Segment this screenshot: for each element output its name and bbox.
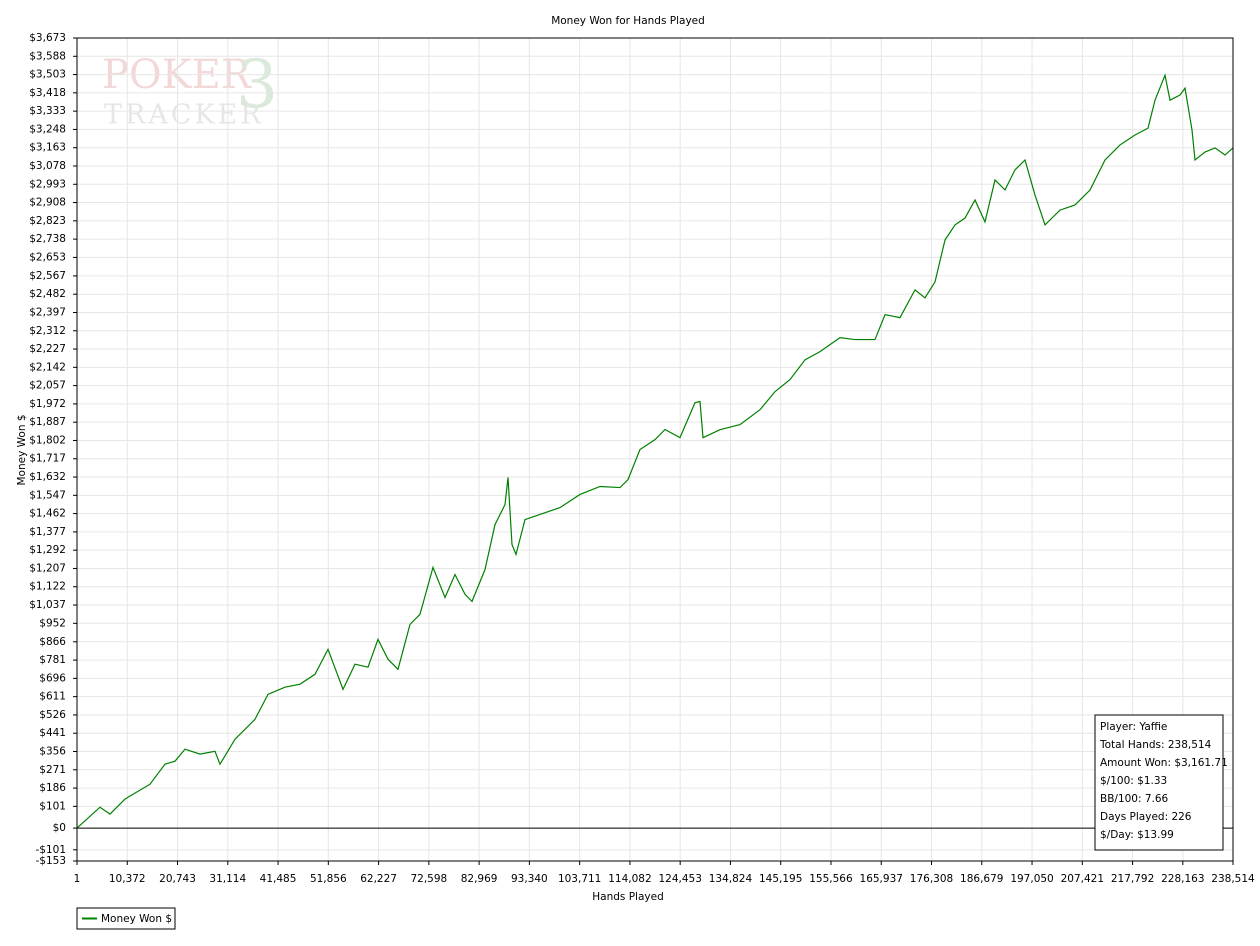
y-tick-label: $696	[39, 672, 66, 684]
info-line: $/100: $1.33	[1100, 775, 1167, 787]
y-tick-label: $2,397	[29, 306, 66, 318]
x-tick-label: 207,421	[1061, 873, 1104, 885]
x-tick-label: 114,082	[608, 873, 651, 885]
info-line: $/Day: $13.99	[1100, 829, 1174, 841]
x-tick-label: 93,340	[511, 873, 548, 885]
y-tick-label: $2,653	[29, 251, 66, 263]
y-tick-label: $441	[39, 727, 66, 739]
x-tick-label: 62,227	[360, 873, 397, 885]
y-tick-label: $2,823	[29, 215, 66, 227]
watermark-text: 3	[236, 46, 278, 123]
y-tick-label: $1,207	[29, 562, 66, 574]
x-tick-label: 228,163	[1161, 873, 1204, 885]
y-tick-label: $271	[39, 764, 66, 776]
x-tick-label: 10,372	[109, 873, 146, 885]
y-tick-label: $101	[39, 800, 66, 812]
plot-border	[76, 37, 1234, 862]
y-tick-label: $1,462	[29, 508, 66, 520]
y-axis-label: Money Won $	[16, 414, 28, 485]
y-tick-label: $3,163	[29, 142, 66, 154]
y-tick-label: -$101	[35, 844, 66, 856]
watermark-text: TRACKER	[104, 100, 264, 131]
y-tick-label: $781	[39, 654, 66, 666]
x-tick-label: 124,453	[658, 873, 701, 885]
x-tick-label: 31,114	[209, 873, 246, 885]
y-tick-label: $866	[39, 636, 66, 648]
x-tick-label: 41,485	[260, 873, 297, 885]
legend-label: Money Won $	[101, 913, 172, 925]
info-box: Player: Yaffie Total Hands: 238,514 Amount…	[1094, 714, 1228, 851]
y-tick-label: $2,908	[29, 197, 66, 209]
y-tick-label: $3,588	[29, 50, 66, 62]
x-tick-label: 82,969	[461, 873, 498, 885]
y-tick-label: $611	[39, 691, 66, 703]
x-tick-label: 238,514	[1211, 873, 1255, 885]
y-tick-label: $2,057	[29, 380, 66, 392]
y-tick-label: $3,673	[29, 32, 66, 44]
info-line: Days Played: 226	[1100, 811, 1192, 823]
info-line: BB/100: 7.66	[1100, 793, 1169, 805]
x-tick-label: 145,195	[759, 873, 802, 885]
x-tick-label: 165,937	[860, 873, 903, 885]
y-tick-label: $0	[53, 822, 66, 834]
y-tick-label: $3,503	[29, 69, 66, 81]
plot	[76, 73, 1234, 829]
info-line: Player: Yaffie	[1100, 721, 1167, 733]
x-tick-label: 72,598	[410, 873, 447, 885]
y-tick-label: $2,567	[29, 270, 66, 282]
grid	[76, 37, 1234, 862]
y-tick-label: $1,547	[29, 489, 66, 501]
y-tick-label: $2,738	[29, 233, 66, 245]
y-tick-label: $2,142	[29, 361, 66, 373]
x-tick-label: 176,308	[910, 873, 953, 885]
y-tick-label: $3,078	[29, 160, 66, 172]
x-tick-label: 1	[74, 873, 81, 885]
y-tick-label: $2,993	[29, 178, 66, 190]
y-tick-label: $1,717	[29, 453, 66, 465]
y-tick-label: $2,312	[29, 325, 66, 337]
y-tick-label: $1,632	[29, 471, 66, 483]
x-tick-label: 186,679	[960, 873, 1003, 885]
x-axis-label: Hands Played	[592, 891, 663, 903]
y-tick-label: $1,377	[29, 526, 66, 538]
y-tick-label: $2,227	[29, 343, 66, 355]
y-tick-label: $3,333	[29, 105, 66, 117]
x-tick-label: 197,050	[1010, 873, 1053, 885]
y-tick-label: $3,418	[29, 87, 66, 99]
x-tick-label: 155,566	[809, 873, 853, 885]
y-tick-label: $3,248	[29, 123, 66, 135]
y-tick-label: $1,887	[29, 416, 66, 428]
y-tick-label: $2,482	[29, 288, 66, 300]
y-tick-label: $1,122	[29, 581, 66, 593]
watermark: POKER TRACKER 3	[102, 46, 278, 131]
y-tick-label: -$153	[35, 855, 66, 867]
x-tick-label: 51,856	[310, 873, 347, 885]
info-line: Total Hands: 238,514	[1099, 739, 1212, 751]
x-tick-label: 20,743	[159, 873, 196, 885]
y-tick-label: $1,972	[29, 398, 66, 410]
info-line: Amount Won: $3,161.71	[1100, 757, 1228, 769]
x-tick-label: 217,792	[1111, 873, 1154, 885]
y-tick-label: $186	[39, 782, 66, 794]
x-tick-label: 103,711	[558, 873, 601, 885]
y-tick-label: $526	[39, 709, 66, 721]
x-tick-label: 134,824	[709, 873, 753, 885]
y-tick-label: $1,292	[29, 544, 66, 556]
line-series	[76, 73, 1234, 829]
legend: Money Won $	[76, 907, 176, 930]
y-tick-label: $356	[39, 746, 66, 758]
info-box-frame	[1094, 714, 1224, 851]
y-tick-label: $1,802	[29, 434, 66, 446]
y-tick-label: $952	[39, 617, 66, 629]
legend-frame	[76, 907, 176, 930]
y-tick-label: $1,037	[29, 599, 66, 611]
chart-title: Money Won for Hands Played	[551, 15, 705, 27]
